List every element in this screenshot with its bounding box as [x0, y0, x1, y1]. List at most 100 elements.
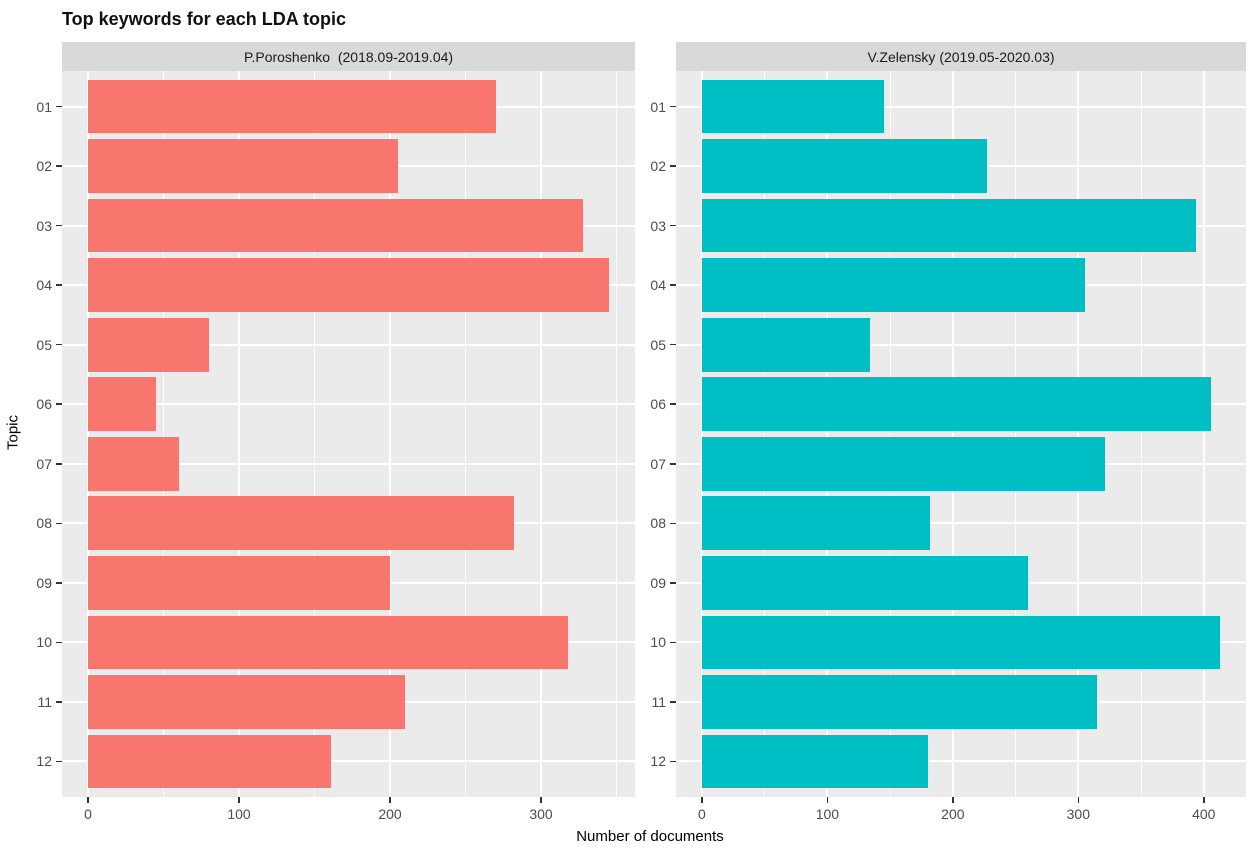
facet-strip-label: P.Poroshenko (2018.09-2019.04)	[243, 48, 454, 65]
gridline-horizontal	[676, 343, 1246, 346]
bar-topic-11	[701, 675, 1098, 729]
bar-topic-10	[701, 615, 1221, 670]
bar-topic-09	[88, 555, 390, 610]
x-tick-label: 100	[815, 806, 840, 822]
y-tick-label: 10	[36, 634, 52, 651]
x-tick-label: 200	[378, 806, 402, 822]
gridline-horizontal	[676, 105, 1246, 108]
y-tick-mark	[56, 105, 62, 108]
bar-topic-06	[701, 377, 1212, 431]
gridline-vertical-minor	[1140, 71, 1142, 797]
bar-topic-05	[701, 317, 871, 372]
bar-topic-10	[88, 615, 569, 670]
y-tick-mark	[56, 284, 62, 286]
y-tick-label: 05	[36, 336, 52, 353]
gridline-horizontal	[676, 522, 1246, 525]
bar-topic-01	[88, 79, 496, 134]
x-tick-label: 300	[529, 806, 553, 822]
gridline-vertical-minor	[764, 71, 766, 797]
x-tick-label: 300	[1066, 806, 1090, 822]
bar-topic-08	[701, 496, 931, 551]
bar-topic-04	[88, 258, 609, 312]
y-tick-mark	[670, 403, 676, 405]
gridline-vertical-major	[87, 71, 90, 797]
gridline-vertical-major	[1077, 71, 1080, 797]
y-tick-mark	[670, 582, 676, 584]
y-tick-label: 11	[651, 693, 666, 710]
gridline-vertical-major	[826, 71, 829, 797]
y-tick-label: 12	[650, 753, 666, 770]
y-tick-label: 12	[36, 753, 52, 770]
x-tick-mark	[826, 797, 829, 803]
y-tick-mark	[56, 641, 62, 644]
gridline-vertical-minor	[314, 71, 316, 797]
x-tick-label: 0	[698, 806, 706, 822]
y-tick-mark	[56, 343, 62, 346]
x-tick-label: 100	[227, 806, 251, 822]
y-tick-label: 02	[650, 158, 666, 175]
y-tick-mark	[670, 284, 676, 286]
y-tick-label: 08	[36, 515, 52, 532]
x-tick-mark	[701, 797, 703, 803]
bar-topic-12	[701, 734, 928, 789]
y-tick-label: 01	[36, 98, 52, 115]
bar-topic-06	[88, 377, 156, 431]
x-tick-mark	[389, 797, 391, 803]
facet-panel-poroshenko	[62, 71, 635, 797]
y-tick-mark	[56, 463, 62, 465]
x-tick-mark	[1077, 797, 1080, 803]
y-tick-mark	[670, 760, 676, 763]
gridline-horizontal	[676, 760, 1246, 763]
facet-panel-zelensky	[676, 71, 1246, 797]
y-tick-label: 02	[36, 158, 52, 175]
y-tick-mark	[670, 105, 676, 108]
x-axis-title: Number of documents	[576, 828, 724, 845]
y-tick-label: 01	[650, 98, 666, 115]
y-tick-label: 07	[36, 455, 52, 472]
gridline-horizontal	[62, 760, 635, 763]
y-tick-label: 06	[36, 396, 52, 413]
x-tick-label: 200	[941, 806, 965, 822]
gridline-vertical-major	[700, 71, 703, 797]
bar-topic-09	[701, 555, 1029, 610]
gridline-vertical-minor	[1015, 71, 1017, 797]
bar-topic-03	[701, 198, 1197, 253]
y-tick-mark	[56, 701, 62, 703]
y-tick-label: 03	[650, 217, 666, 234]
bar-topic-07	[88, 436, 179, 491]
bar-topic-05	[88, 317, 209, 372]
y-tick-mark	[56, 403, 62, 405]
bar-topic-04	[701, 258, 1085, 312]
y-tick-mark	[670, 641, 676, 644]
gridline-vertical-minor	[889, 71, 891, 797]
x-tick-mark	[952, 797, 954, 803]
gridline-vertical-major	[1202, 71, 1205, 797]
y-tick-mark	[670, 522, 676, 524]
x-tick-label: 400	[1192, 806, 1216, 822]
y-tick-label: 11	[37, 693, 52, 710]
facet-strip-poroshenko: P.Poroshenko (2018.09-2019.04)	[62, 42, 635, 71]
y-tick-mark	[56, 522, 62, 524]
y-tick-label: 04	[650, 277, 666, 294]
y-tick-label: 06	[650, 396, 666, 413]
y-tick-mark	[670, 343, 676, 346]
gridline-vertical-major	[238, 71, 241, 797]
x-tick-mark	[540, 797, 542, 803]
y-tick-label: 03	[36, 217, 52, 234]
y-tick-label: 10	[650, 634, 666, 651]
gridline-vertical-minor	[465, 71, 467, 797]
gridline-horizontal	[62, 403, 635, 406]
bar-topic-07	[701, 436, 1105, 491]
bar-topic-03	[88, 198, 584, 253]
bar-topic-11	[88, 675, 406, 729]
y-tick-mark	[56, 165, 62, 167]
gridline-horizontal	[62, 343, 635, 346]
facet-strip-label: V.Zelensky (2019.05-2020.03)	[867, 48, 1055, 65]
y-tick-label: 08	[650, 515, 666, 532]
facet-strip-zelensky: V.Zelensky (2019.05-2020.03)	[676, 42, 1246, 71]
x-tick-mark	[238, 797, 240, 803]
y-tick-mark	[670, 463, 676, 465]
gridline-vertical-major	[540, 71, 542, 797]
chart-title: Top keywords for each LDA topic	[62, 9, 347, 29]
